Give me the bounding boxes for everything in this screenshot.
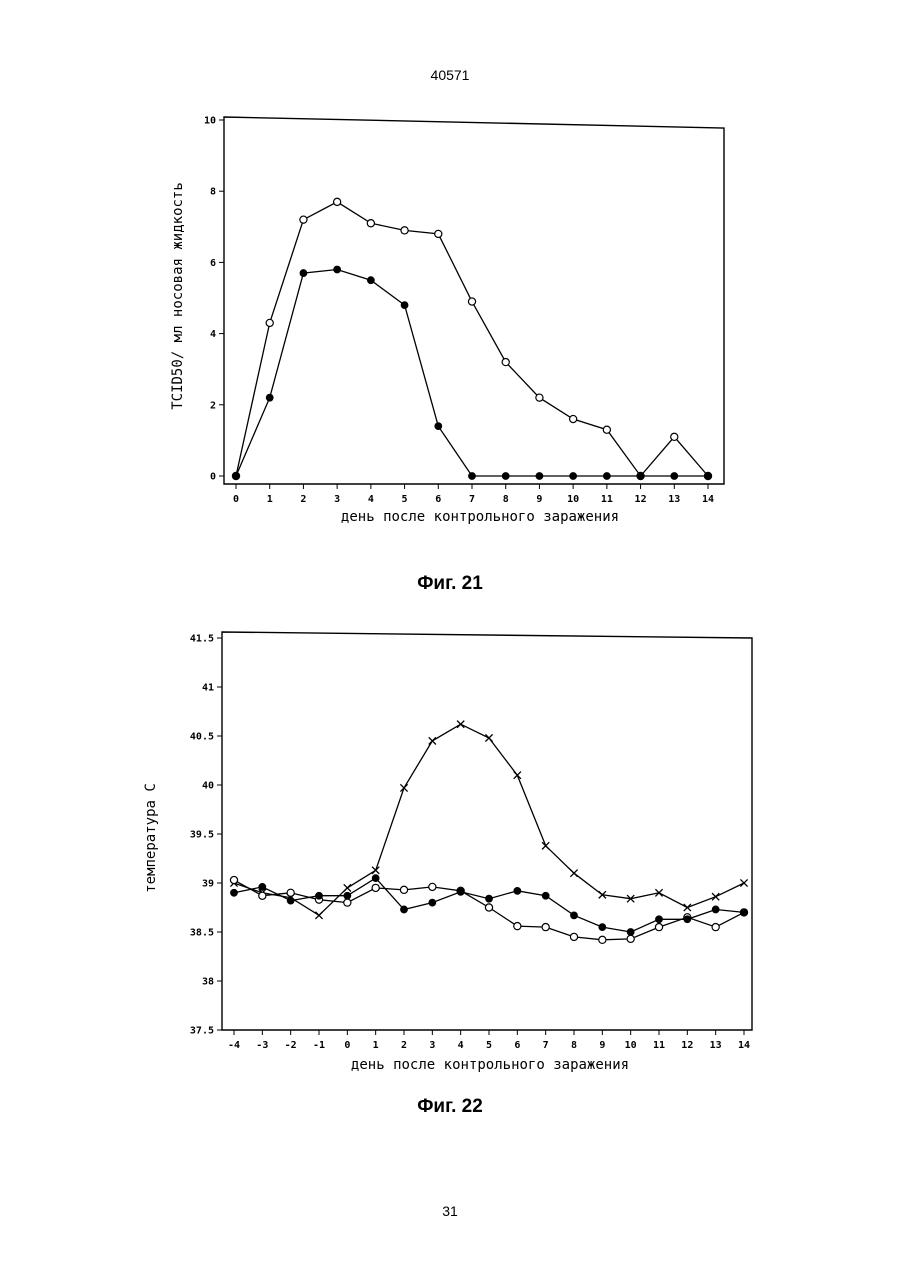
fig22-x-tick-label: 14: [738, 1040, 750, 1051]
fig22-x-tick-label: -2: [285, 1040, 297, 1051]
fig22-y-tick-label: 40.5: [190, 732, 214, 743]
fig22-series-2-point: [627, 935, 634, 942]
fig22-series-1-line: [234, 724, 744, 915]
fig22-series-2-point: [344, 899, 351, 906]
fig22-series-3-point: [542, 892, 549, 899]
fig22-series-2-point: [655, 924, 662, 931]
fig22-series-1-point: [344, 884, 351, 891]
fig22-series-2-point: [230, 876, 237, 883]
fig22-y-tick-label: 39: [202, 879, 214, 890]
fig22-series-1-point: [684, 904, 691, 911]
fig22-x-tick-label: 1: [373, 1040, 379, 1051]
fig22-series-1-point: [400, 784, 407, 791]
figure-22-chart: 37.53838.53939.54040.54141.5-4-3-2-10123…: [0, 0, 900, 1273]
fig22-series-1-point: [429, 737, 436, 744]
fig22-x-tick-label: 11: [653, 1040, 665, 1051]
fig22-series-3-point: [741, 909, 748, 916]
fig22-series-2-point: [599, 936, 606, 943]
fig22-x-tick-label: 7: [543, 1040, 549, 1051]
fig22-series-2-point: [287, 889, 294, 896]
fig22-x-tick-label: -1: [313, 1040, 325, 1051]
fig22-series-3-point: [372, 875, 379, 882]
fig22-series-1-point: [485, 734, 492, 741]
fig22-series-3-point: [429, 899, 436, 906]
fig22-x-tick-label: 6: [514, 1040, 520, 1051]
fig22-series-3-point: [457, 888, 464, 895]
fig22-x-tick-label: -4: [228, 1040, 240, 1051]
fig22-series-3-point: [571, 912, 578, 919]
fig22-plot-frame: [222, 632, 752, 1030]
fig22-y-tick-label: 41.5: [190, 634, 214, 645]
fig22-y-tick-label: 37.5: [190, 1026, 214, 1037]
fig22-series-3-point: [627, 929, 634, 936]
fig22-x-tick-label: 9: [599, 1040, 605, 1051]
fig22-series-2-point: [429, 883, 436, 890]
fig22-series-1-point: [570, 870, 577, 877]
fig22-series-3-point: [599, 924, 606, 931]
fig22-y-tick-label: 40: [202, 781, 214, 792]
fig22-series-3-point: [401, 906, 408, 913]
fig22-series-1-point: [514, 772, 521, 779]
fig22-x-tick-label: 0: [344, 1040, 350, 1051]
fig22-series-3-point: [344, 892, 351, 899]
fig22-series-1-point: [740, 879, 747, 886]
fig22-y-tick-label: 41: [202, 683, 214, 694]
fig22-x-tick-label: 12: [681, 1040, 693, 1051]
fig22-series-1-point: [712, 893, 719, 900]
fig22-series-3-point: [684, 916, 691, 923]
fig22-series-3-point: [656, 916, 663, 923]
fig22-series-2-point: [542, 924, 549, 931]
fig22-series-2-point: [712, 924, 719, 931]
fig22-x-tick-label: 4: [458, 1040, 464, 1051]
fig22-y-tick-label: 38: [202, 977, 214, 988]
fig22-series-1-point: [372, 867, 379, 874]
fig22-x-tick-label: 10: [625, 1040, 637, 1051]
fig22-series-1-point: [542, 842, 549, 849]
fig22-series-2-point: [259, 892, 266, 899]
fig22-series-3-point: [231, 889, 238, 896]
page-number-footer: 31: [0, 1203, 900, 1219]
fig22-x-tick-label: 5: [486, 1040, 492, 1051]
figure-22-caption: Фиг. 22: [0, 1096, 900, 1118]
fig22-x-tick-label: -3: [256, 1040, 268, 1051]
fig22-x-tick-label: 13: [710, 1040, 722, 1051]
fig22-series-2-point: [372, 884, 379, 891]
fig22-series-3-point: [514, 887, 521, 894]
fig22-x-tick-label: 8: [571, 1040, 577, 1051]
fig22-x-axis-title: день после контрольного заражения: [351, 1057, 629, 1073]
fig22-series-1-point: [315, 912, 322, 919]
fig22-x-tick-label: 2: [401, 1040, 407, 1051]
fig22-series-1-point: [457, 721, 464, 728]
fig22-y-axis-title: температура С: [143, 783, 159, 893]
fig22-series-3-point: [712, 906, 719, 913]
fig22-series-2-point: [400, 886, 407, 893]
fig22-series-2-point: [485, 904, 492, 911]
fig22-series-2-point: [570, 933, 577, 940]
fig22-x-tick-label: 3: [429, 1040, 435, 1051]
fig22-series-3-point: [287, 897, 294, 904]
fig22-series-3-point: [486, 895, 493, 902]
fig22-series-3-point: [259, 884, 266, 891]
fig22-series-2-point: [514, 923, 521, 930]
fig22-series-3-point: [316, 892, 323, 899]
fig22-y-tick-label: 38.5: [190, 928, 214, 939]
fig22-y-tick-label: 39.5: [190, 830, 214, 841]
